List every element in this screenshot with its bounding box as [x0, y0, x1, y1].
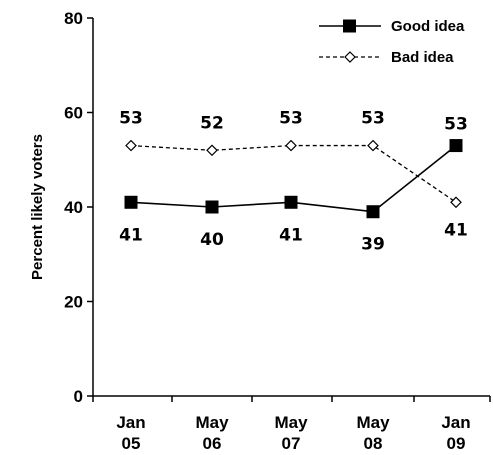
x-tick-label-year: 07 [282, 434, 301, 453]
bad-idea-marker [125, 139, 137, 152]
bad-idea-data-label: 53 [279, 109, 303, 129]
good-idea-marker [124, 195, 138, 209]
y-ticks: 0 20 40 60 80 [64, 9, 93, 406]
good-idea-marker [205, 200, 219, 214]
y-tick-label: 0 [74, 387, 83, 406]
x-tick-label-month: May [274, 413, 308, 432]
bad-idea-marker [367, 139, 379, 152]
legend-label-good-idea: Good idea [391, 18, 465, 35]
x-ticks: Jan 05 May 06 May 07 May 08 Jan 09 [92, 396, 491, 453]
x-tick-label-month: Jan [116, 413, 145, 432]
bad-idea-series: 53 52 53 53 41 [119, 109, 468, 241]
x-tick-label-month: May [195, 413, 229, 432]
y-axis-title: Percent likely voters [29, 134, 46, 280]
good-idea-series: 41 40 41 39 53 [119, 115, 468, 255]
good-idea-data-label: 40 [200, 230, 224, 250]
good-idea-data-label: 41 [279, 225, 303, 245]
x-tick-label-month: Jan [441, 413, 470, 432]
x-tick-label-year: 08 [364, 434, 383, 453]
y-axis: 0 20 40 60 80 Percent likely voters [29, 9, 94, 406]
bad-idea-marker [450, 196, 462, 209]
bad-idea-data-label: 53 [119, 109, 143, 129]
good-idea-data-label: 39 [361, 235, 385, 255]
good-idea-marker [366, 205, 380, 219]
legend-item-bad-idea: Bad idea [319, 49, 454, 66]
bad-idea-data-label: 41 [444, 220, 468, 240]
good-idea-data-label: 53 [444, 115, 468, 135]
bad-idea-marker [285, 139, 297, 152]
y-tick-label: 20 [64, 293, 83, 312]
legend-marker-bad-idea [344, 51, 356, 63]
x-tick-label-year: 06 [203, 434, 222, 453]
x-tick-label-month: May [356, 413, 390, 432]
y-tick-label: 80 [64, 9, 83, 28]
legend: Good idea Bad idea [319, 18, 465, 66]
legend-marker-good-idea [343, 19, 356, 33]
x-axis: Jan 05 May 06 May 07 May 08 Jan 09 [92, 395, 491, 453]
good-idea-data-label: 41 [119, 225, 143, 245]
bad-idea-data-label: 52 [200, 113, 224, 133]
bad-idea-data-label: 53 [361, 109, 385, 129]
x-tick-label-year: 09 [447, 434, 466, 453]
good-idea-marker [284, 195, 298, 209]
bad-idea-marker [206, 144, 218, 157]
x-tick-label-year: 05 [122, 434, 141, 453]
series-layer: 41 40 41 39 53 53 52 53 53 41 [119, 109, 468, 255]
bad-idea-line [130, 144, 457, 203]
y-tick-label: 60 [64, 104, 83, 123]
legend-label-bad-idea: Bad idea [391, 49, 454, 66]
legend-item-good-idea: Good idea [319, 18, 465, 35]
y-tick-label: 40 [64, 198, 83, 217]
good-idea-marker [449, 139, 463, 153]
